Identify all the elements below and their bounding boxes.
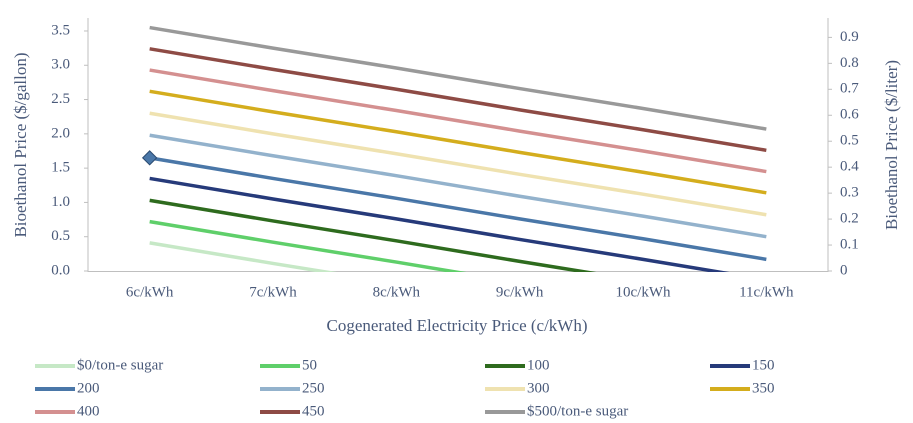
y2-tick-label: 0: [840, 262, 848, 278]
y-tick-label: 1.5: [51, 160, 70, 176]
series-line: [149, 25, 767, 131]
y2-tick-label: 0.5: [840, 133, 859, 149]
y2-tick-label: 0.6: [840, 107, 859, 123]
series-line: [149, 198, 597, 272]
legend-label: 100: [527, 357, 550, 373]
y-tick-label: 2.5: [51, 91, 70, 107]
legend-label: 200: [77, 380, 100, 396]
x-tick-label: 7c/kWh: [249, 284, 297, 300]
x-tick-label: 11c/kWh: [739, 284, 794, 300]
y2-tick-label: 0.7: [840, 81, 859, 97]
y-tick-label: 2.0: [51, 125, 70, 141]
legend-label: 450: [302, 403, 325, 419]
x-tick-label: 6c/kWh: [126, 284, 174, 300]
series-line: [149, 219, 467, 272]
series-line: [149, 176, 730, 272]
x-tick-label: 10c/kWh: [616, 284, 671, 300]
legend-label: 300: [527, 380, 550, 396]
legend-label: $0/ton-e sugar: [77, 357, 163, 373]
legend-label: 400: [77, 403, 100, 419]
legend-label: 350: [752, 380, 775, 396]
series-line: [149, 156, 767, 262]
y-tick-label: 3.5: [51, 22, 70, 38]
series-line: [149, 133, 767, 239]
legend-label: 250: [302, 380, 325, 396]
series-line: [149, 241, 337, 272]
y-tick-label: 0.0: [51, 262, 70, 278]
series-line: [149, 47, 767, 153]
y-tick-label: 1.0: [51, 194, 70, 210]
legend-label: $500/ton-e sugar: [527, 403, 628, 419]
y-tick-label: 3.0: [51, 57, 70, 73]
legend-label: 50: [302, 357, 317, 373]
y-axis-title: Bioethanol Price ($/gallon): [11, 52, 30, 237]
y2-tick-label: 0.9: [840, 29, 859, 45]
y2-tick-label: 0.4: [840, 159, 859, 175]
y-tick-label: 0.5: [51, 228, 70, 244]
x-axis-title: Cogenerated Electricity Price (c/kWh): [326, 316, 587, 335]
plot-area: [149, 25, 767, 272]
series-line: [149, 89, 767, 195]
legend-label: 150: [752, 357, 775, 373]
series-line: [149, 111, 767, 217]
series-line: [149, 68, 767, 174]
y2-tick-label: 0.3: [840, 185, 859, 201]
point-marker: [141, 150, 158, 166]
y2-tick-label: 0.2: [840, 211, 859, 227]
x-tick-label: 9c/kWh: [496, 284, 544, 300]
x-tick-label: 8c/kWh: [373, 284, 421, 300]
y2-tick-label: 0.8: [840, 55, 859, 71]
y2-axis-title: Bioethanol Price ($/liter): [882, 60, 901, 230]
y2-tick-label: 0.1: [840, 236, 859, 252]
